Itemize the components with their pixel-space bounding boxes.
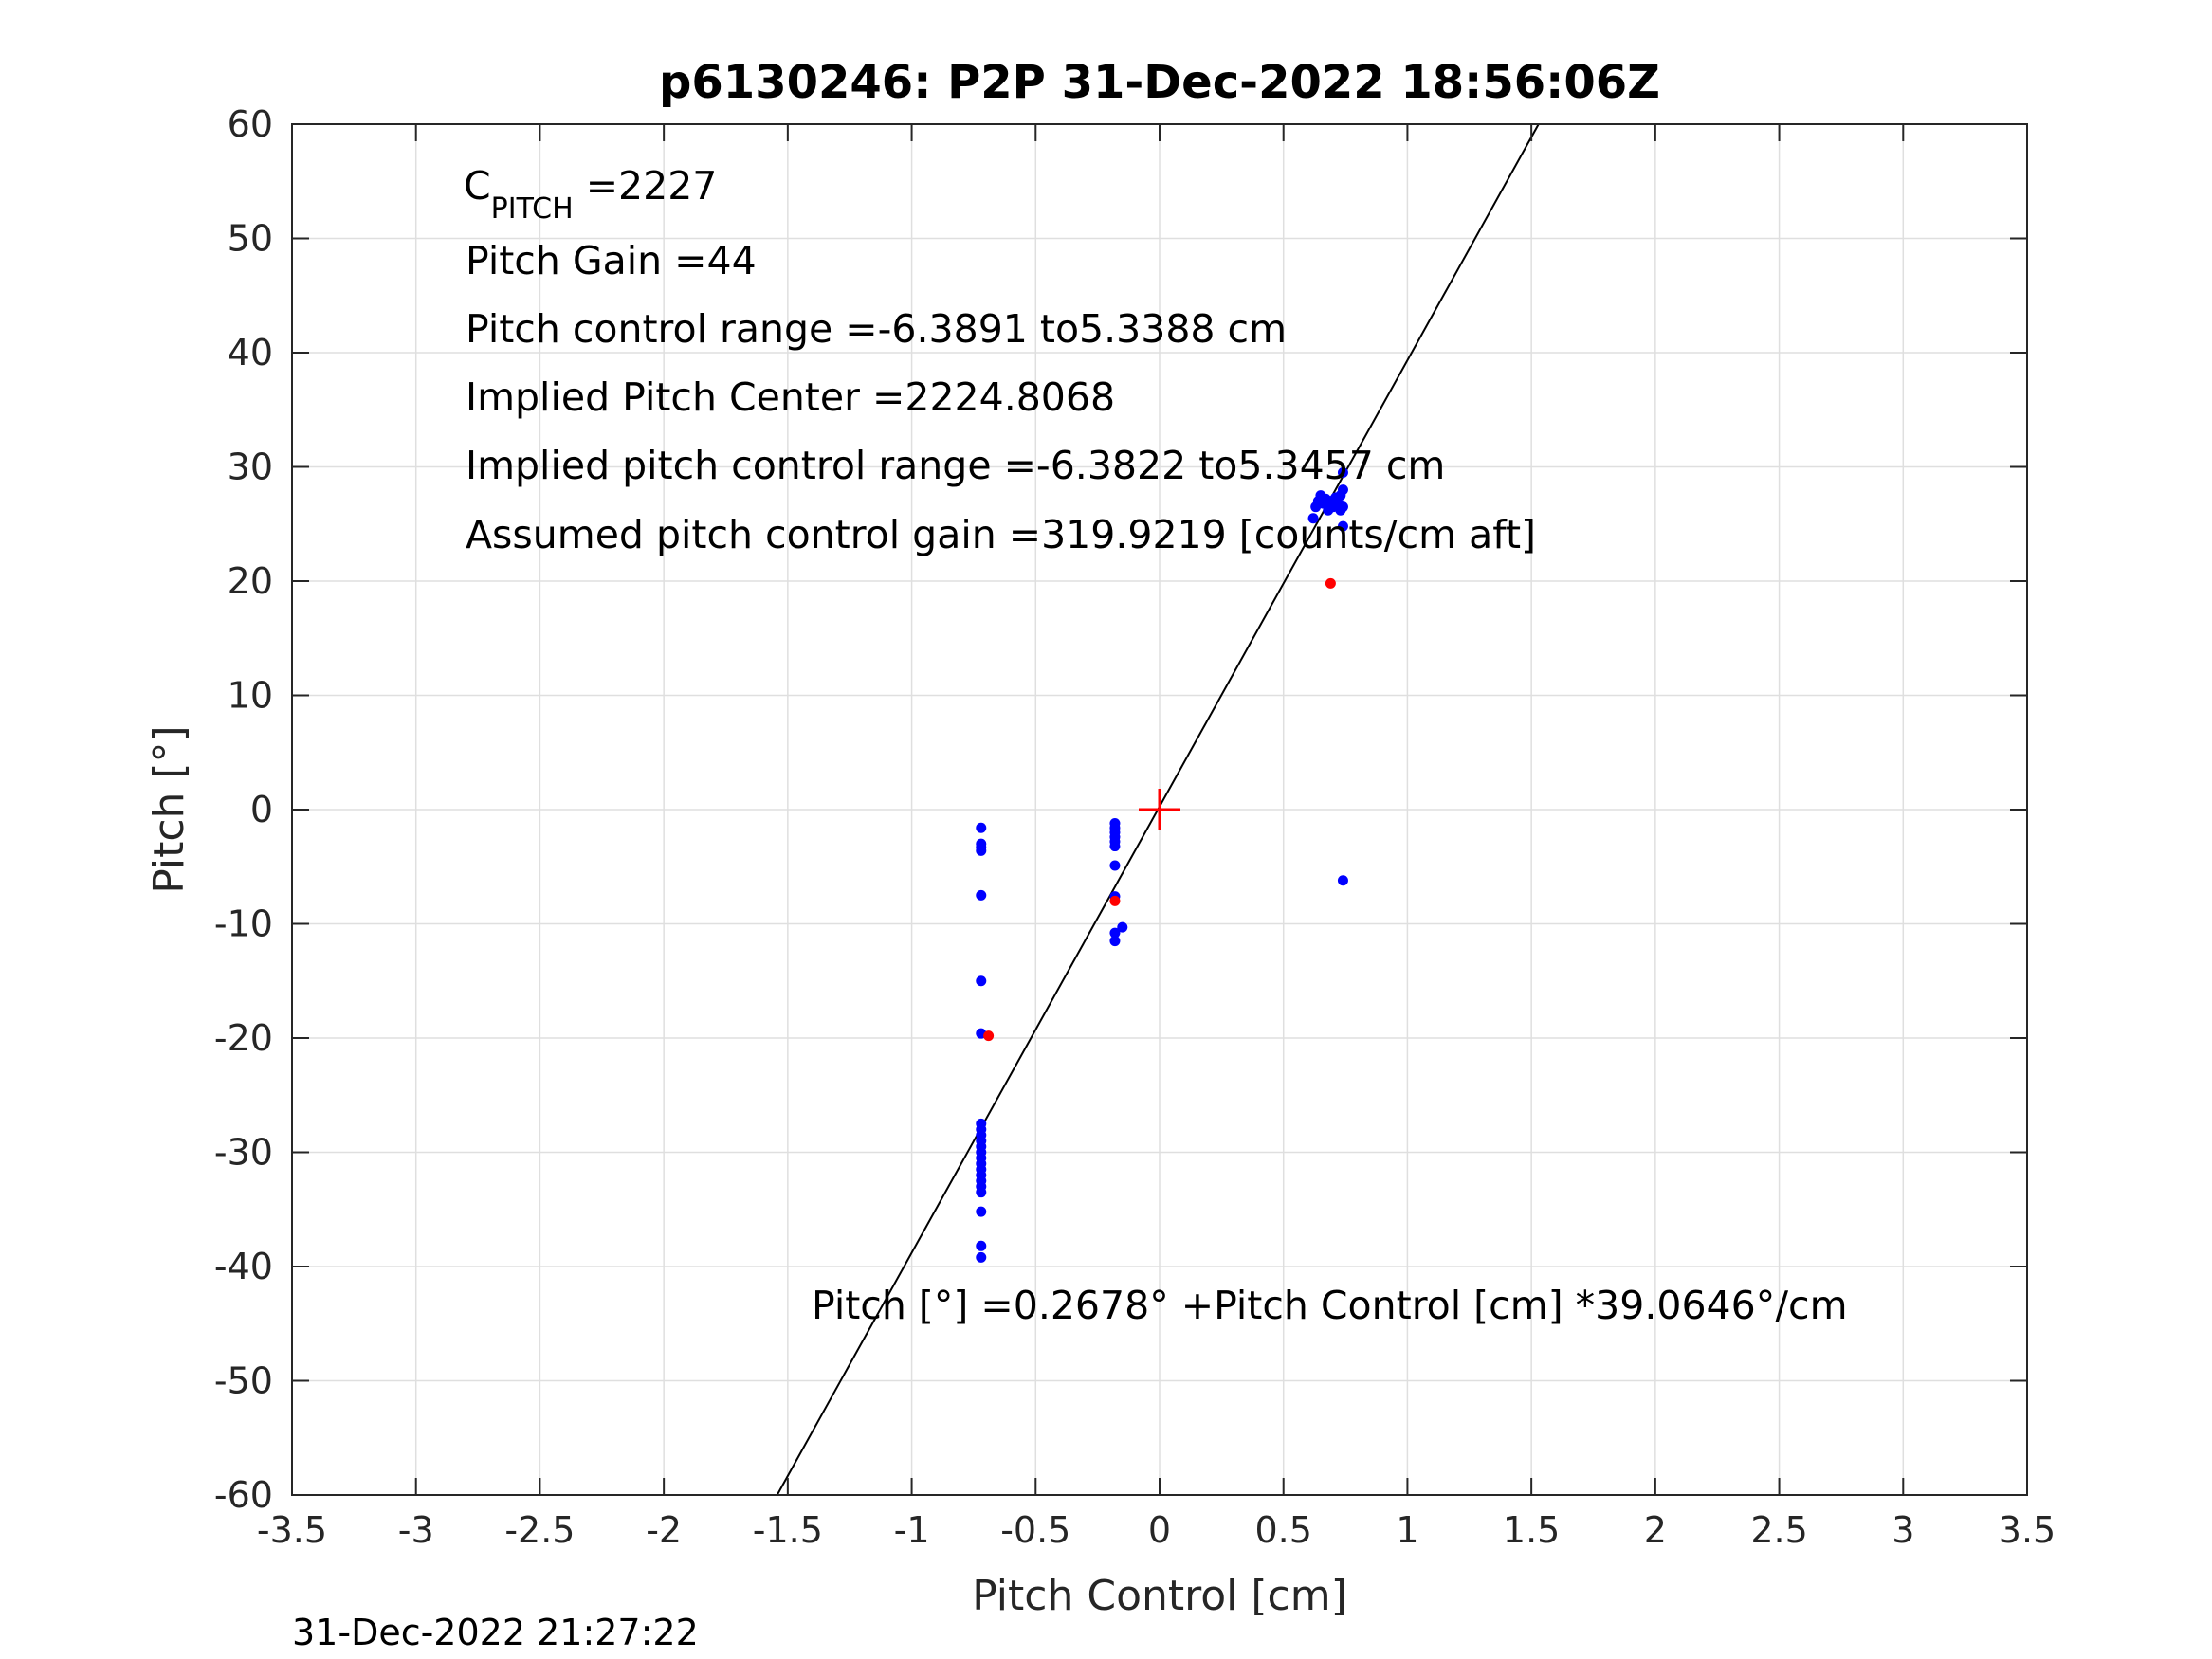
data-point-blue [1109,841,1121,852]
c-pitch-subscript: PITCH [491,192,574,226]
data-point-red [1325,577,1336,589]
y-axis-label: Pitch [°] [145,725,193,893]
data-point-blue [1117,921,1128,933]
data-point-blue [976,822,987,833]
data-point-blue [1337,484,1348,496]
data-point-blue [976,845,987,856]
x-tick-label: -1 [894,1509,930,1551]
annotation-fit-equation: Pitch [°] =0.2678° +Pitch Control [cm] *… [812,1283,1848,1328]
data-point-blue [976,889,987,901]
y-tick-label: 60 [228,103,273,145]
y-tick-label: -60 [214,1474,273,1516]
data-point-blue [976,1251,987,1263]
data-point-blue [976,1187,987,1198]
x-tick-label: 1.5 [1503,1509,1560,1551]
y-tick-label: -50 [214,1360,273,1402]
data-point-red [1109,895,1121,906]
annotation-c-pitch: CPITCH =2227 [464,163,717,226]
y-tick-label: 20 [228,560,273,602]
annotation-pitch-control-range: Pitch control range =-6.3891 to5.3388 cm [466,306,1287,352]
y-tick-label: 0 [250,789,273,830]
x-tick-label: -0.5 [1000,1509,1070,1551]
y-tick-label: 10 [228,675,273,717]
y-tick-label: 50 [228,218,273,260]
c-pitch-main: C [464,163,491,209]
x-tick-label: -2 [646,1509,682,1551]
x-tick-label: 0.5 [1254,1509,1311,1551]
y-tick-label: 30 [228,447,273,488]
y-tick-label: -30 [214,1132,273,1174]
data-point-red [983,1030,995,1042]
center-marker-layer [1139,789,1180,830]
x-tick-label: 1 [1396,1509,1418,1551]
data-point-blue [976,1206,987,1217]
data-point-blue [976,975,987,987]
x-tick-label: 3.5 [1999,1509,2056,1551]
footer-timestamp: 31-Dec-2022 21:27:22 [292,1612,699,1653]
y-tick-label: 40 [228,332,273,374]
x-tick-label: 0 [1148,1509,1171,1551]
data-point-blue [1337,520,1348,532]
data-point-blue [1337,875,1348,886]
y-tick-label: -40 [214,1246,273,1287]
x-tick-label: 2.5 [1750,1509,1807,1551]
y-tick-label: -10 [214,903,273,945]
annotation-implied-pitch-center: Implied Pitch Center =2224.8068 [466,374,1115,420]
y-tick-label: -20 [214,1017,273,1059]
data-point-blue [1109,860,1121,871]
data-point-blue [1337,501,1348,513]
data-points [976,467,1348,1263]
annotation-pitch-gain: Pitch Gain =44 [466,238,757,283]
annotation-implied-pitch-control-range: Implied pitch control range =-6.3822 to5… [466,443,1445,488]
x-tick-label: -3 [398,1509,434,1551]
annotation-assumed-gain: Assumed pitch control gain =319.9219 [co… [466,512,1536,557]
x-axis-label: Pitch Control [cm] [972,1572,1347,1620]
chart-title: p6130246: P2P 31-Dec-2022 18:56:06Z [659,56,1660,109]
data-point-blue [1109,936,1121,947]
data-point-blue [1109,927,1121,939]
x-tick-label: -2.5 [504,1509,575,1551]
data-point-blue [1337,467,1348,479]
x-tick-label: 3 [1892,1509,1914,1551]
axis-ticks: -3.5 -3 -2.5 -2 -1.5 -1 -0.5 0 0.5 1 1.5 2 2.5 3 3.5 -6… [214,103,2056,1551]
x-tick-label: -1.5 [753,1509,823,1551]
c-pitch-value: =2227 [574,163,718,209]
x-tick-label: -3.5 [257,1509,327,1551]
data-point-blue [976,1240,987,1251]
x-tick-label: 2 [1644,1509,1667,1551]
data-point-blue [1307,513,1319,524]
